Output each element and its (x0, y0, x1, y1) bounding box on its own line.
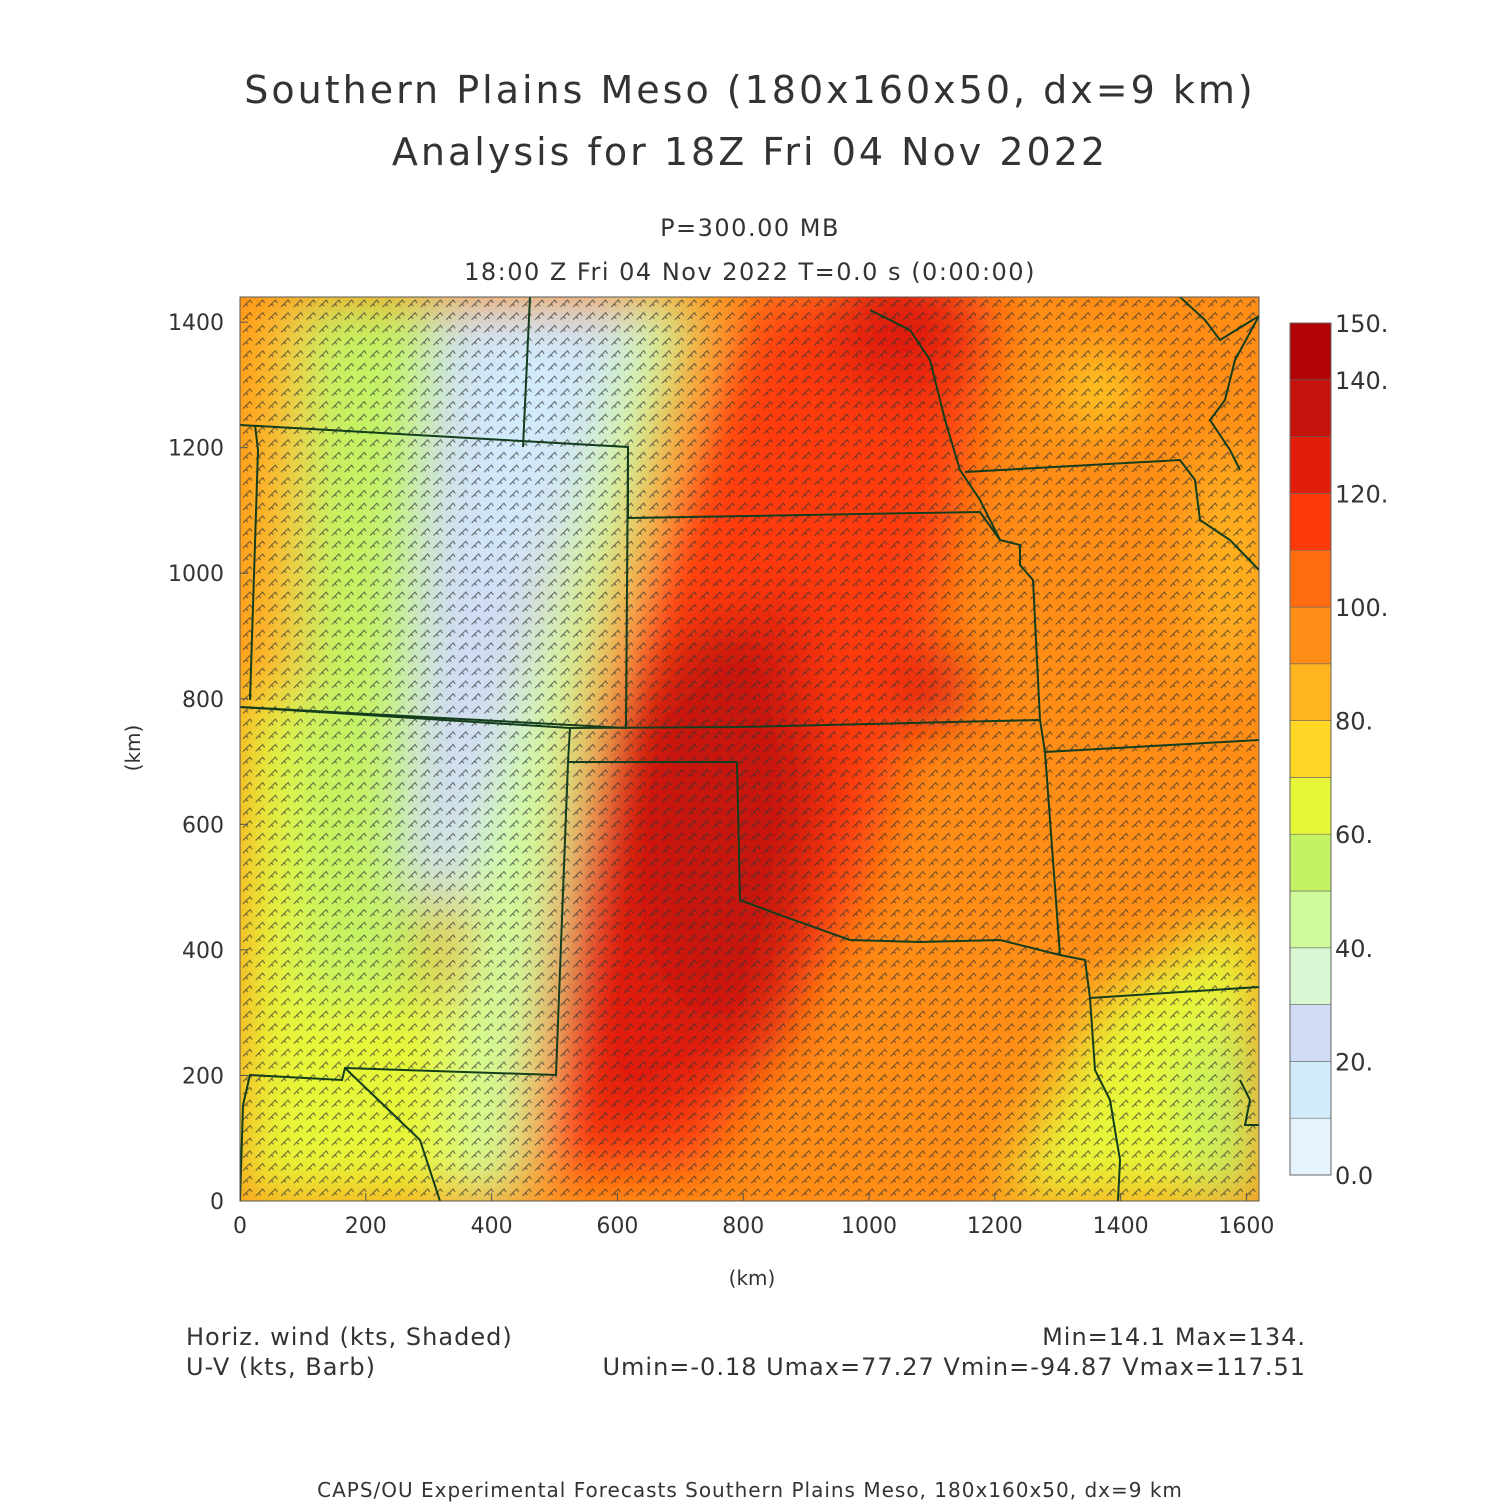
colorbar-swatch (1289, 493, 1332, 551)
colorbar-swatch (1289, 1061, 1332, 1119)
y-tick-label: 600 (182, 813, 224, 838)
colorbar-swatch (1289, 322, 1332, 381)
x-tick-label: 1200 (967, 1214, 1023, 1239)
colorbar-swatch (1289, 777, 1332, 835)
colorbar-swatch (1289, 549, 1332, 608)
colorbar-swatch (1289, 379, 1332, 437)
colorbar-label: 60. (1335, 821, 1373, 849)
state-boundaries (240, 297, 1259, 1201)
colorbar-swatch (1289, 833, 1332, 892)
x-tick-label: 200 (345, 1214, 387, 1239)
x-tick-label: 0 (233, 1214, 247, 1239)
y-axis: 0 200 400 600 800 1000 1200 1400 (168, 311, 248, 1215)
colorbar-swatch (1289, 663, 1332, 721)
y-tick-label: 200 (182, 1064, 224, 1089)
level-label: P=300.00 MB (660, 214, 840, 242)
x-tick-label: 800 (722, 1214, 764, 1239)
field-description: Horiz. wind (kts, Shaded) (186, 1323, 513, 1351)
colorbar-label: 120. (1335, 480, 1388, 508)
x-axis-label: (km) (729, 1266, 776, 1290)
colorbar-label: 100. (1335, 594, 1388, 622)
vector-description: U-V (kts, Barb) (186, 1353, 376, 1381)
colorbar-swatch (1289, 1004, 1332, 1062)
title-line-1: Southern Plains Meso (180x160x50, dx=9 k… (244, 68, 1256, 112)
colorbar-label: 20. (1335, 1048, 1373, 1076)
colorbar-swatch (1289, 720, 1332, 778)
colorbar-swatch (1289, 606, 1332, 665)
title-line-2: Analysis for 18Z Fri 04 Nov 2022 (391, 130, 1109, 174)
x-tick-label: 1400 (1093, 1214, 1149, 1239)
colorbar-swatch (1289, 890, 1332, 949)
colorbar-label: 150. (1335, 310, 1388, 338)
colorbar-label: 80. (1335, 708, 1373, 736)
x-axis: 0 200 400 600 800 1000 1200 1400 1600 (233, 1193, 1274, 1239)
y-tick-label: 400 (182, 939, 224, 964)
y-tick-label: 1400 (168, 311, 224, 336)
colorbar-swatch (1289, 947, 1332, 1005)
colorbar-frame (1289, 322, 1332, 1176)
colorbar-label: 40. (1335, 935, 1373, 963)
time-label: 18:00 Z Fri 04 Nov 2022 T=0.0 s (0:00:00… (464, 258, 1036, 286)
uv-stats-readout: Umin=-0.18 Umax=77.27 Vmin=-94.87 Vmax=1… (602, 1353, 1306, 1381)
wind-speed-shading (240, 297, 1259, 1201)
x-tick-label: 400 (471, 1214, 513, 1239)
colorbar: 0.0 20. 40. 60. 80. 100. 120. 140. 150. (1289, 310, 1388, 1190)
y-axis-label: (km) (121, 725, 145, 772)
y-tick-label: 800 (182, 688, 224, 713)
colorbar-swatch (1289, 436, 1332, 494)
y-tick-label: 1000 (168, 562, 224, 587)
x-tick-label: 1000 (841, 1214, 897, 1239)
colorbar-label: 0.0 (1335, 1162, 1373, 1190)
x-tick-label: 1600 (1218, 1214, 1274, 1239)
colorbar-swatch (1289, 1117, 1332, 1176)
colorbar-label: 140. (1335, 367, 1388, 395)
footer-credit: CAPS/OU Experimental Forecasts Southern … (317, 1478, 1183, 1502)
min-max-readout: Min=14.1 Max=134. (1042, 1323, 1306, 1351)
x-tick-label: 600 (596, 1214, 638, 1239)
y-tick-label: 0 (210, 1190, 224, 1215)
plot-frame (239, 296, 1260, 1202)
y-tick-label: 1200 (168, 437, 224, 462)
